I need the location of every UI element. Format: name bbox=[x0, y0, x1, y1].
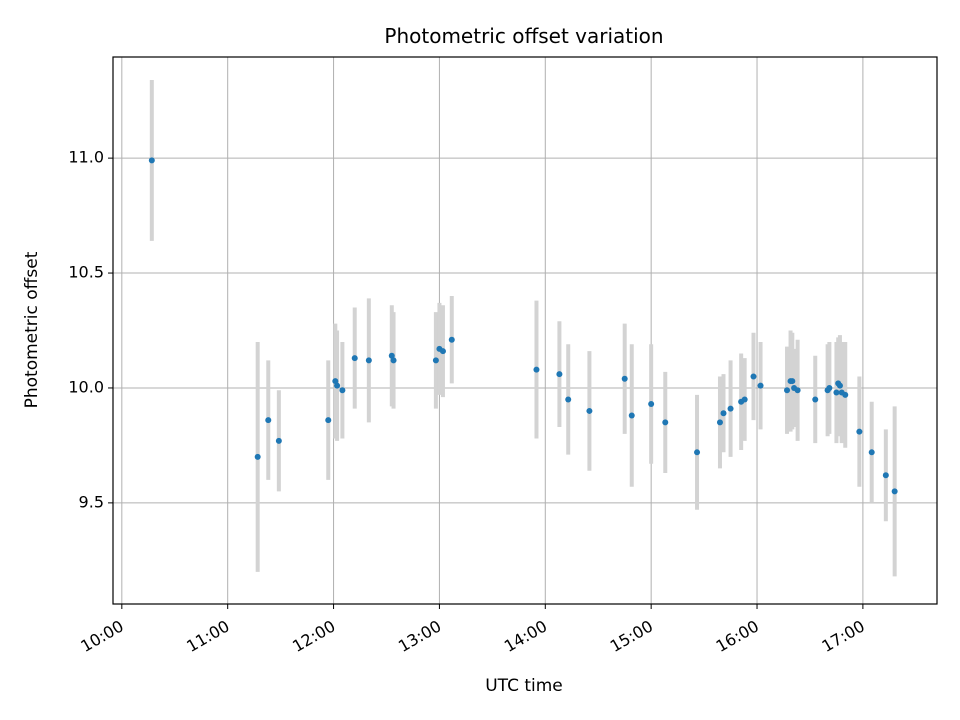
x-tick-label: 17:00 bbox=[818, 616, 867, 656]
data-point bbox=[439, 348, 446, 355]
error-bars bbox=[149, 79, 897, 577]
data-point bbox=[789, 378, 796, 385]
data-point bbox=[794, 387, 801, 394]
data-point bbox=[868, 449, 875, 456]
y-tick-label: 10.5 bbox=[68, 263, 104, 282]
data-point bbox=[325, 417, 332, 424]
data-point bbox=[254, 453, 261, 460]
data-point bbox=[628, 412, 635, 419]
data-point bbox=[836, 382, 843, 389]
y-tick-label: 9.5 bbox=[79, 492, 104, 511]
data-point bbox=[662, 419, 669, 426]
data-point bbox=[826, 384, 833, 391]
data-point bbox=[694, 449, 701, 456]
data-point bbox=[448, 336, 455, 343]
x-tick-label: 12:00 bbox=[289, 616, 338, 656]
data-point bbox=[275, 437, 282, 444]
x-tick-label: 15:00 bbox=[607, 616, 656, 656]
data-point bbox=[332, 378, 339, 385]
data-point bbox=[351, 355, 358, 362]
data-points bbox=[148, 157, 898, 495]
data-point bbox=[727, 405, 734, 412]
x-tick-label: 16:00 bbox=[713, 616, 762, 656]
data-point bbox=[339, 387, 346, 394]
y-axis-title: Photometric offset bbox=[22, 251, 42, 408]
data-point bbox=[586, 407, 593, 414]
data-point bbox=[750, 373, 757, 380]
x-axis-title: UTC time bbox=[485, 676, 563, 696]
data-point bbox=[882, 472, 889, 479]
grid bbox=[113, 57, 937, 604]
chart-title: Photometric offset variation bbox=[384, 24, 663, 48]
x-tick-label: 10:00 bbox=[77, 616, 126, 656]
data-point bbox=[842, 391, 849, 398]
data-point bbox=[265, 417, 272, 424]
data-point bbox=[432, 357, 439, 364]
data-point bbox=[741, 396, 748, 403]
data-point bbox=[648, 401, 655, 408]
data-point bbox=[833, 389, 840, 396]
data-point bbox=[812, 396, 819, 403]
data-point bbox=[621, 375, 628, 382]
data-point bbox=[390, 357, 397, 364]
data-point bbox=[891, 488, 898, 495]
x-tick-label: 14:00 bbox=[501, 616, 550, 656]
y-tick-label: 11.0 bbox=[68, 148, 104, 167]
data-point bbox=[388, 352, 395, 359]
axis-ticks: 10:00 11:00 12:00 13:00 14:00 15:00 16:00 17:00… bbox=[68, 148, 868, 656]
data-point bbox=[720, 410, 727, 417]
data-point bbox=[334, 382, 341, 389]
data-point bbox=[365, 357, 372, 364]
data-point bbox=[716, 419, 723, 426]
x-tick-label: 11:00 bbox=[183, 616, 232, 656]
data-point bbox=[856, 428, 863, 435]
x-tick-label: 13:00 bbox=[395, 616, 444, 656]
data-point bbox=[565, 396, 572, 403]
data-point bbox=[148, 157, 155, 164]
plot-frame bbox=[112, 56, 938, 605]
y-tick-label: 10.0 bbox=[68, 377, 104, 396]
data-point bbox=[784, 387, 791, 394]
data-point bbox=[757, 382, 764, 389]
data-point bbox=[556, 371, 563, 378]
data-point bbox=[533, 366, 540, 373]
